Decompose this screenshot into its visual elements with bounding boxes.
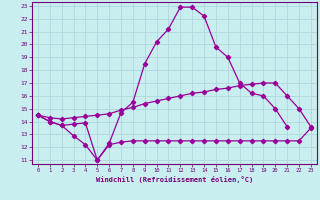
X-axis label: Windchill (Refroidissement éolien,°C): Windchill (Refroidissement éolien,°C) [96,176,253,183]
